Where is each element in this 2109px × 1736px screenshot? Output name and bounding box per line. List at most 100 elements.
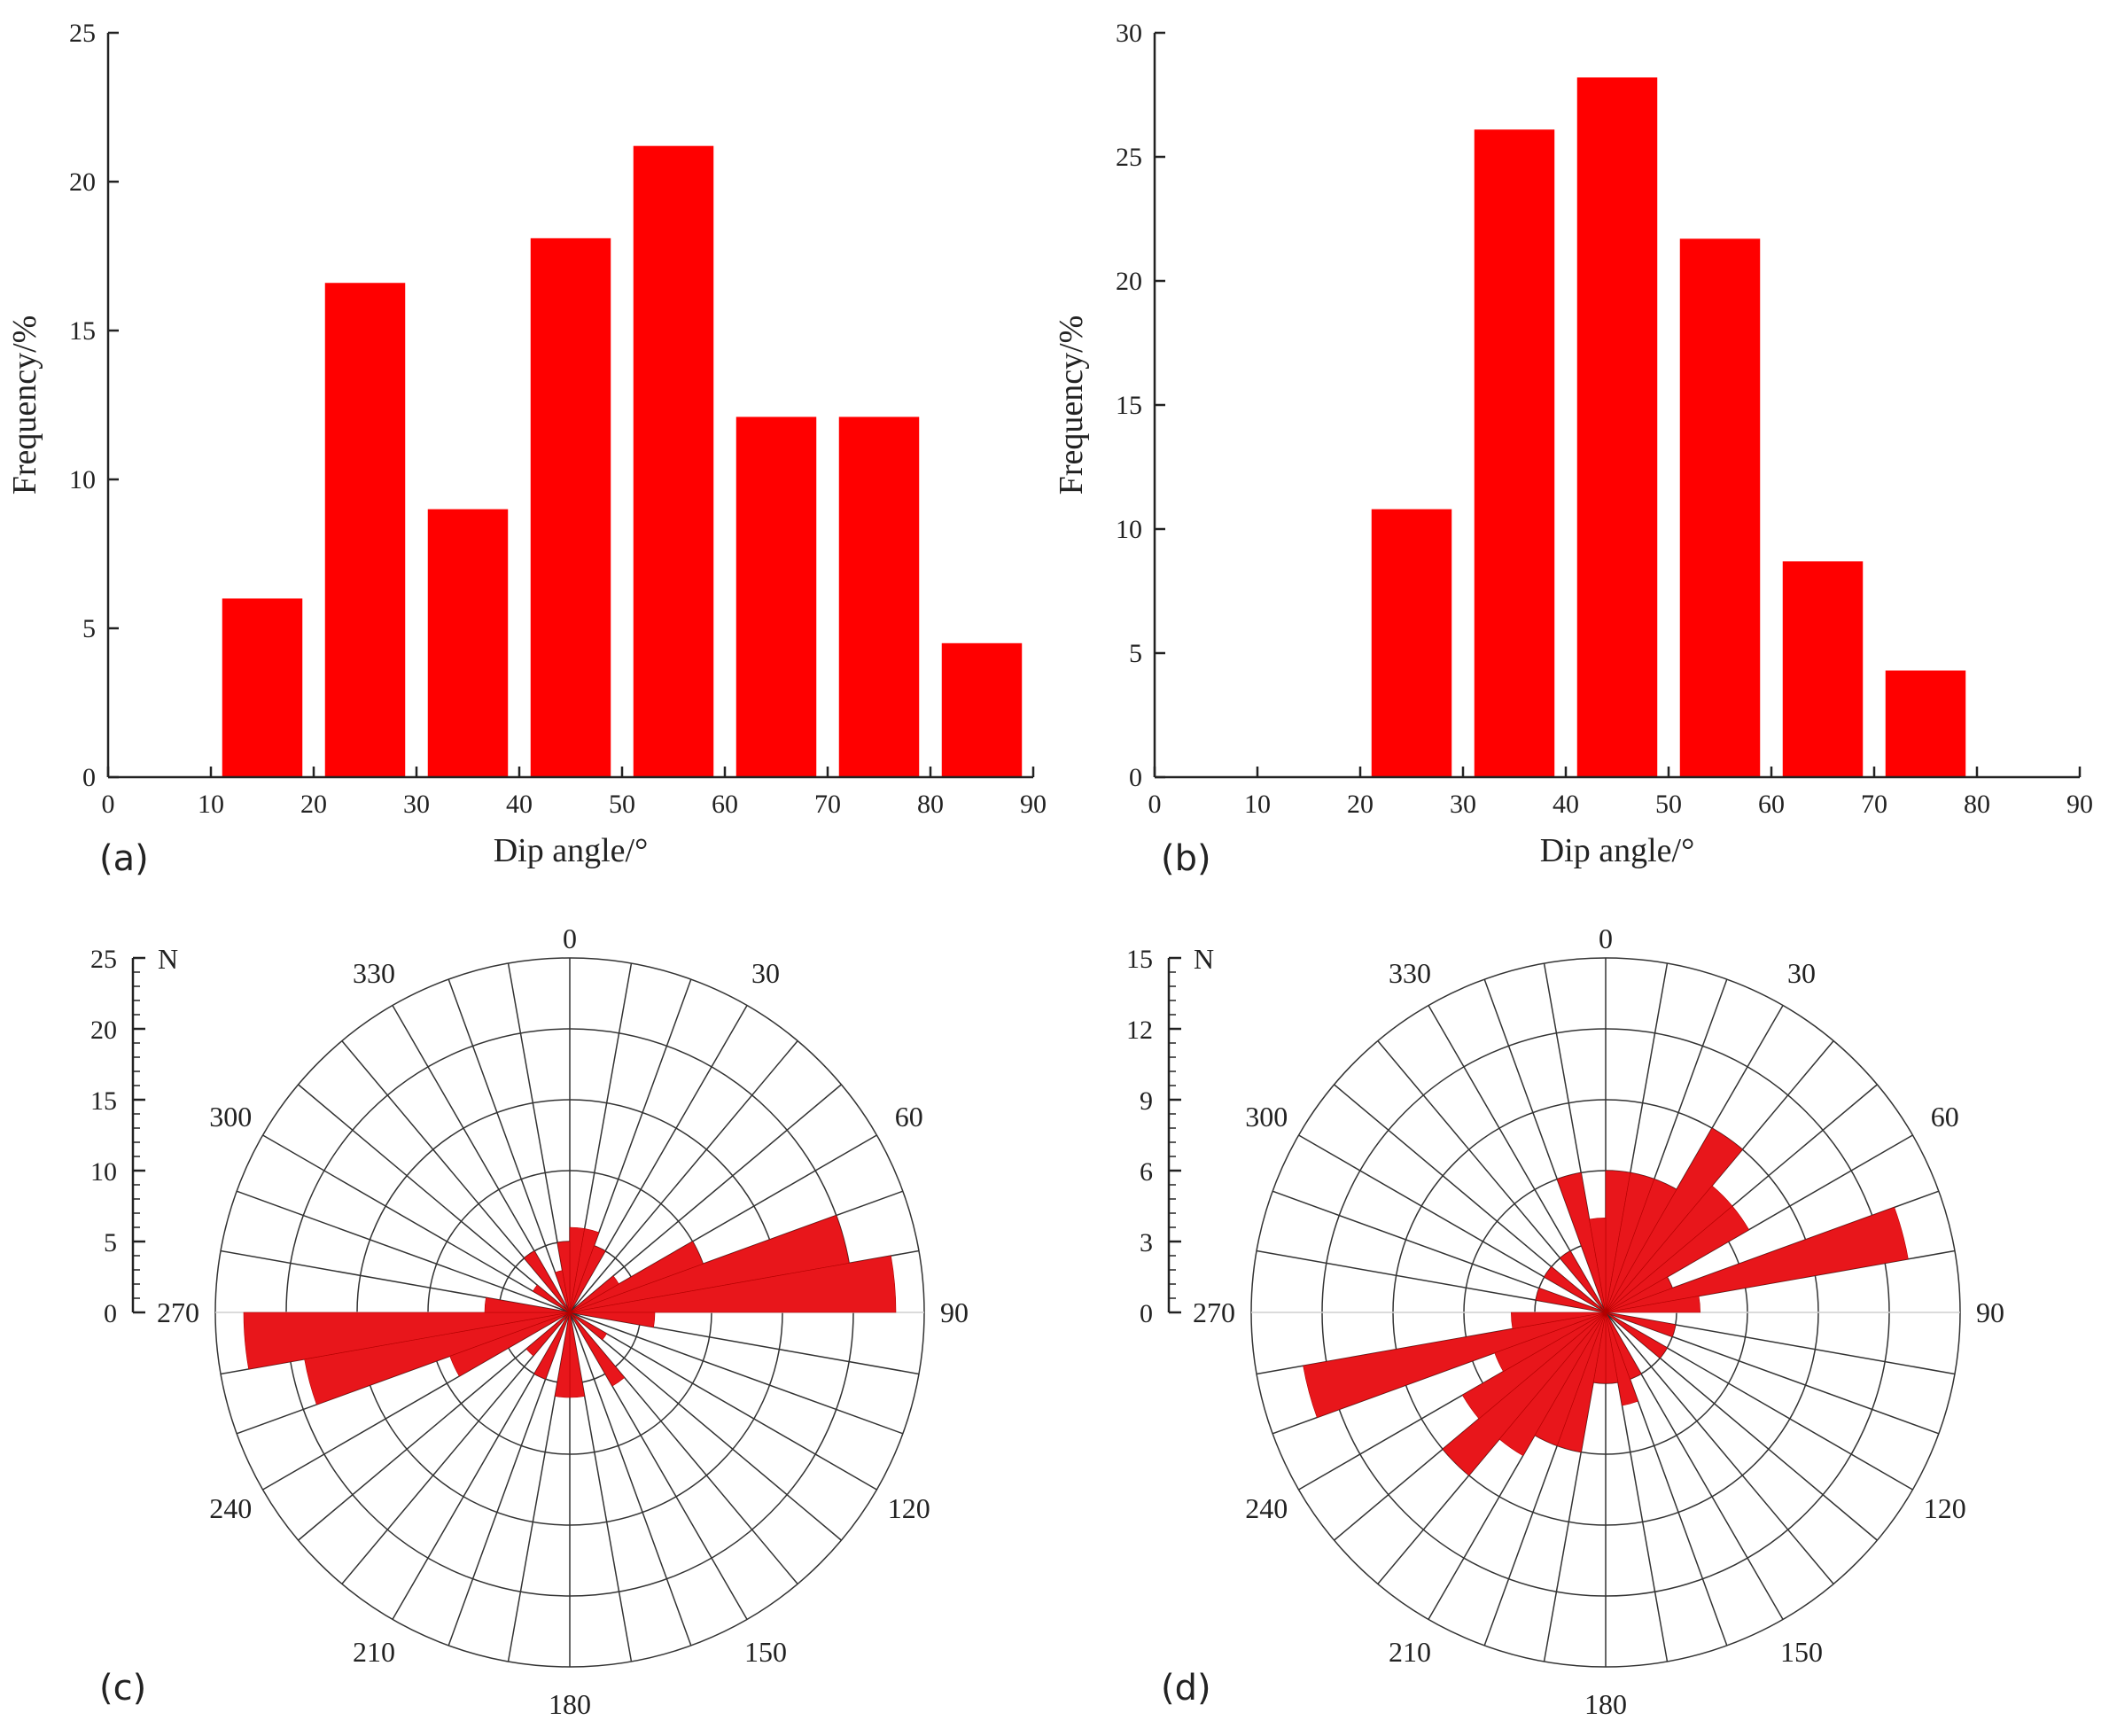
x-tick-label: 20 bbox=[300, 790, 327, 819]
radial-scale-label: 25 bbox=[90, 945, 117, 974]
angle-label: 150 bbox=[1780, 1636, 1823, 1668]
x-tick-label: 60 bbox=[712, 790, 738, 819]
angle-label: 300 bbox=[1245, 1101, 1288, 1133]
rose-sector bbox=[1442, 1312, 1607, 1476]
spoke bbox=[569, 1312, 904, 1435]
panel-label: (a) bbox=[99, 838, 149, 879]
angle-label: 0 bbox=[1599, 922, 1613, 954]
rose-sector bbox=[1461, 1312, 1607, 1420]
spoke bbox=[569, 1312, 692, 1646]
spoke bbox=[298, 1312, 571, 1541]
rose-sector bbox=[484, 1296, 571, 1313]
angle-label: 30 bbox=[751, 957, 780, 989]
north-label: N bbox=[158, 943, 178, 975]
rose-sector bbox=[1535, 1288, 1607, 1313]
bar bbox=[1885, 670, 1966, 777]
radial-scale-label: 20 bbox=[90, 1016, 117, 1045]
rose-sector bbox=[1605, 1127, 1743, 1313]
bar bbox=[1576, 77, 1658, 777]
rose-sector bbox=[554, 1312, 571, 1398]
y-tick-label: 5 bbox=[82, 614, 96, 643]
x-axis-title: Dip angle/° bbox=[494, 832, 649, 869]
bar bbox=[1782, 561, 1864, 777]
bar bbox=[838, 416, 920, 777]
radial-scale-label: 9 bbox=[1140, 1086, 1153, 1116]
y-axis-title: Frequency/% bbox=[6, 315, 43, 495]
rose-sector bbox=[569, 1245, 606, 1313]
x-tick-label: 70 bbox=[814, 790, 841, 819]
spoke bbox=[569, 1312, 842, 1541]
angle-label: 30 bbox=[1787, 957, 1816, 989]
angle-label: 120 bbox=[888, 1492, 930, 1524]
angle-label: 330 bbox=[353, 957, 395, 989]
bar bbox=[427, 509, 509, 777]
bar bbox=[941, 642, 1023, 777]
y-tick-label: 5 bbox=[1129, 639, 1142, 668]
y-tick-label: 10 bbox=[1116, 515, 1142, 544]
rose-diagram-panel-c: 0 30 60 90 120 150 180 210 240 270 300 330 0 5 10 15 20 2… bbox=[90, 922, 969, 1720]
x-tick-label: 80 bbox=[1964, 790, 1990, 819]
bar bbox=[324, 283, 406, 777]
angle-label: 240 bbox=[1245, 1492, 1288, 1524]
bar bbox=[222, 598, 303, 777]
angle-label: 330 bbox=[1389, 957, 1431, 989]
x-axis-title: Dip angle/° bbox=[1540, 832, 1695, 869]
bar bbox=[1474, 129, 1555, 777]
angle-label: 60 bbox=[1931, 1101, 1959, 1133]
rose-sector bbox=[1303, 1312, 1607, 1418]
y-tick-label: 10 bbox=[69, 465, 96, 494]
radial-scale-label: 0 bbox=[1140, 1299, 1153, 1328]
bar bbox=[735, 416, 817, 777]
bar bbox=[633, 145, 714, 777]
x-tick-label: 50 bbox=[609, 790, 635, 819]
angle-label: 210 bbox=[1389, 1636, 1431, 1668]
bar bbox=[1679, 238, 1761, 777]
angle-label: 0 bbox=[563, 922, 577, 954]
rose-sector bbox=[1605, 1207, 1909, 1313]
rose-sector bbox=[1605, 1312, 1668, 1358]
angle-label: 90 bbox=[940, 1296, 969, 1328]
y-tick-label: 25 bbox=[1116, 143, 1142, 172]
angle-label: 180 bbox=[549, 1688, 591, 1720]
x-tick-label: 70 bbox=[1861, 790, 1887, 819]
panel-label: (c) bbox=[99, 1668, 146, 1709]
bar bbox=[1371, 509, 1452, 777]
y-tick-label: 30 bbox=[1116, 19, 1142, 48]
rose-sector bbox=[1556, 1172, 1607, 1313]
radial-scale-label: 15 bbox=[1126, 945, 1153, 974]
radial-scale-label: 3 bbox=[1140, 1228, 1153, 1257]
y-tick-label: 20 bbox=[1116, 267, 1142, 296]
x-tick-label: 40 bbox=[1553, 790, 1579, 819]
y-tick-label: 15 bbox=[1116, 391, 1142, 420]
y-tick-label: 25 bbox=[69, 19, 96, 48]
rose-sector bbox=[243, 1312, 571, 1370]
rose-sector bbox=[556, 1241, 571, 1313]
rose-sector bbox=[1544, 1266, 1607, 1313]
rose-sector bbox=[569, 1312, 607, 1341]
rose-sector bbox=[1605, 1312, 1638, 1406]
spoke bbox=[569, 1040, 798, 1313]
y-tick-label: 0 bbox=[1129, 763, 1142, 792]
angle-label: 270 bbox=[157, 1296, 199, 1328]
x-tick-label: 90 bbox=[2066, 790, 2093, 819]
angle-label: 60 bbox=[895, 1101, 923, 1133]
x-tick-label: 10 bbox=[1244, 790, 1271, 819]
spoke bbox=[341, 1312, 571, 1584]
rose-sector bbox=[1605, 1312, 1677, 1337]
radial-scale-label: 12 bbox=[1126, 1016, 1153, 1045]
rose-diagram-panel-d: 0 30 60 90 120 150 180 210 240 270 300 330 0 3 6 9 12 15 N bbox=[1126, 922, 2004, 1720]
histogram-panel-b: 0 10 20 30 40 50 60 70 80 90 0 5 10 15 20 25 30 Dip angle… bbox=[1053, 19, 2093, 869]
radial-scale-label: 6 bbox=[1140, 1157, 1153, 1187]
spoke bbox=[298, 1084, 571, 1313]
y-tick-label: 15 bbox=[69, 316, 96, 346]
x-tick-label: 80 bbox=[917, 790, 944, 819]
rose-sector bbox=[524, 1250, 571, 1313]
angle-label: 180 bbox=[1584, 1688, 1627, 1720]
rose-sector bbox=[1560, 1250, 1607, 1313]
rose-sector bbox=[533, 1284, 571, 1313]
histogram-panel-a: 0 10 20 30 40 50 60 70 80 90 0 5 10 15 20 25 Dip angle/°… bbox=[6, 19, 1047, 869]
spoke bbox=[447, 978, 571, 1313]
spoke bbox=[236, 1190, 571, 1313]
x-tick-label: 0 bbox=[102, 790, 115, 819]
